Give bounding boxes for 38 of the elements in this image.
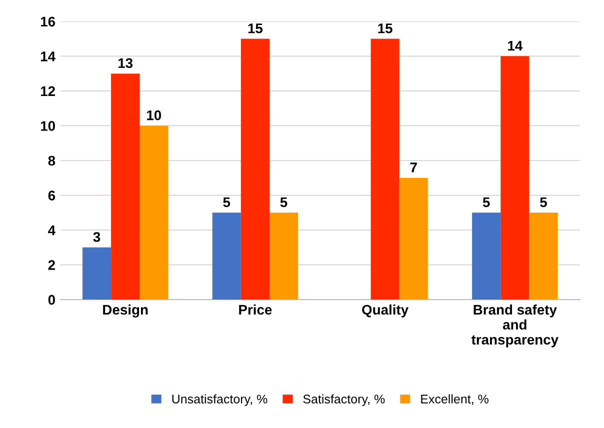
y-tick-label: 2 xyxy=(48,260,55,270)
y-tick-label: 16 xyxy=(40,16,56,27)
bar xyxy=(399,178,428,300)
legend-label: Excellent, % xyxy=(421,394,488,405)
y-tick-label: 8 xyxy=(48,156,56,166)
data-label: 5 xyxy=(223,197,230,208)
y-tick-label: 14 xyxy=(40,52,56,62)
x-tick-label: Brand safety and transparency xyxy=(471,304,558,348)
x-tick-label: Quality xyxy=(362,304,409,318)
data-label: 13 xyxy=(118,58,133,68)
data-label: 5 xyxy=(482,197,490,208)
bar xyxy=(212,212,241,300)
bar xyxy=(111,74,140,300)
y-tick-label: 6 xyxy=(48,190,56,200)
data-label: 15 xyxy=(248,24,263,34)
data-label: 7 xyxy=(410,162,417,172)
data-label: 14 xyxy=(508,40,523,51)
x-tick-label: Price xyxy=(239,304,272,315)
bar xyxy=(269,212,298,300)
data-label: 10 xyxy=(147,110,162,120)
y-tick-label: 12 xyxy=(40,86,55,96)
data-label: 5 xyxy=(280,197,288,208)
data-label: 3 xyxy=(93,232,100,242)
x-tick-label: Design xyxy=(103,304,148,318)
y-tick-label: 0 xyxy=(48,294,55,305)
legend-label: Unsatisfactory, % xyxy=(172,394,268,406)
y-tick-label: 10 xyxy=(40,121,55,131)
bar xyxy=(82,247,112,300)
bar xyxy=(370,38,400,300)
data-label: 5 xyxy=(540,197,547,208)
bar xyxy=(240,38,270,300)
bar xyxy=(500,56,530,300)
y-tick-label: 4 xyxy=(48,226,56,236)
legend-label: Satisfactory, % xyxy=(303,394,385,406)
bar xyxy=(140,126,168,300)
bar xyxy=(472,212,501,300)
bar xyxy=(529,212,558,300)
data-label: 15 xyxy=(378,24,392,34)
